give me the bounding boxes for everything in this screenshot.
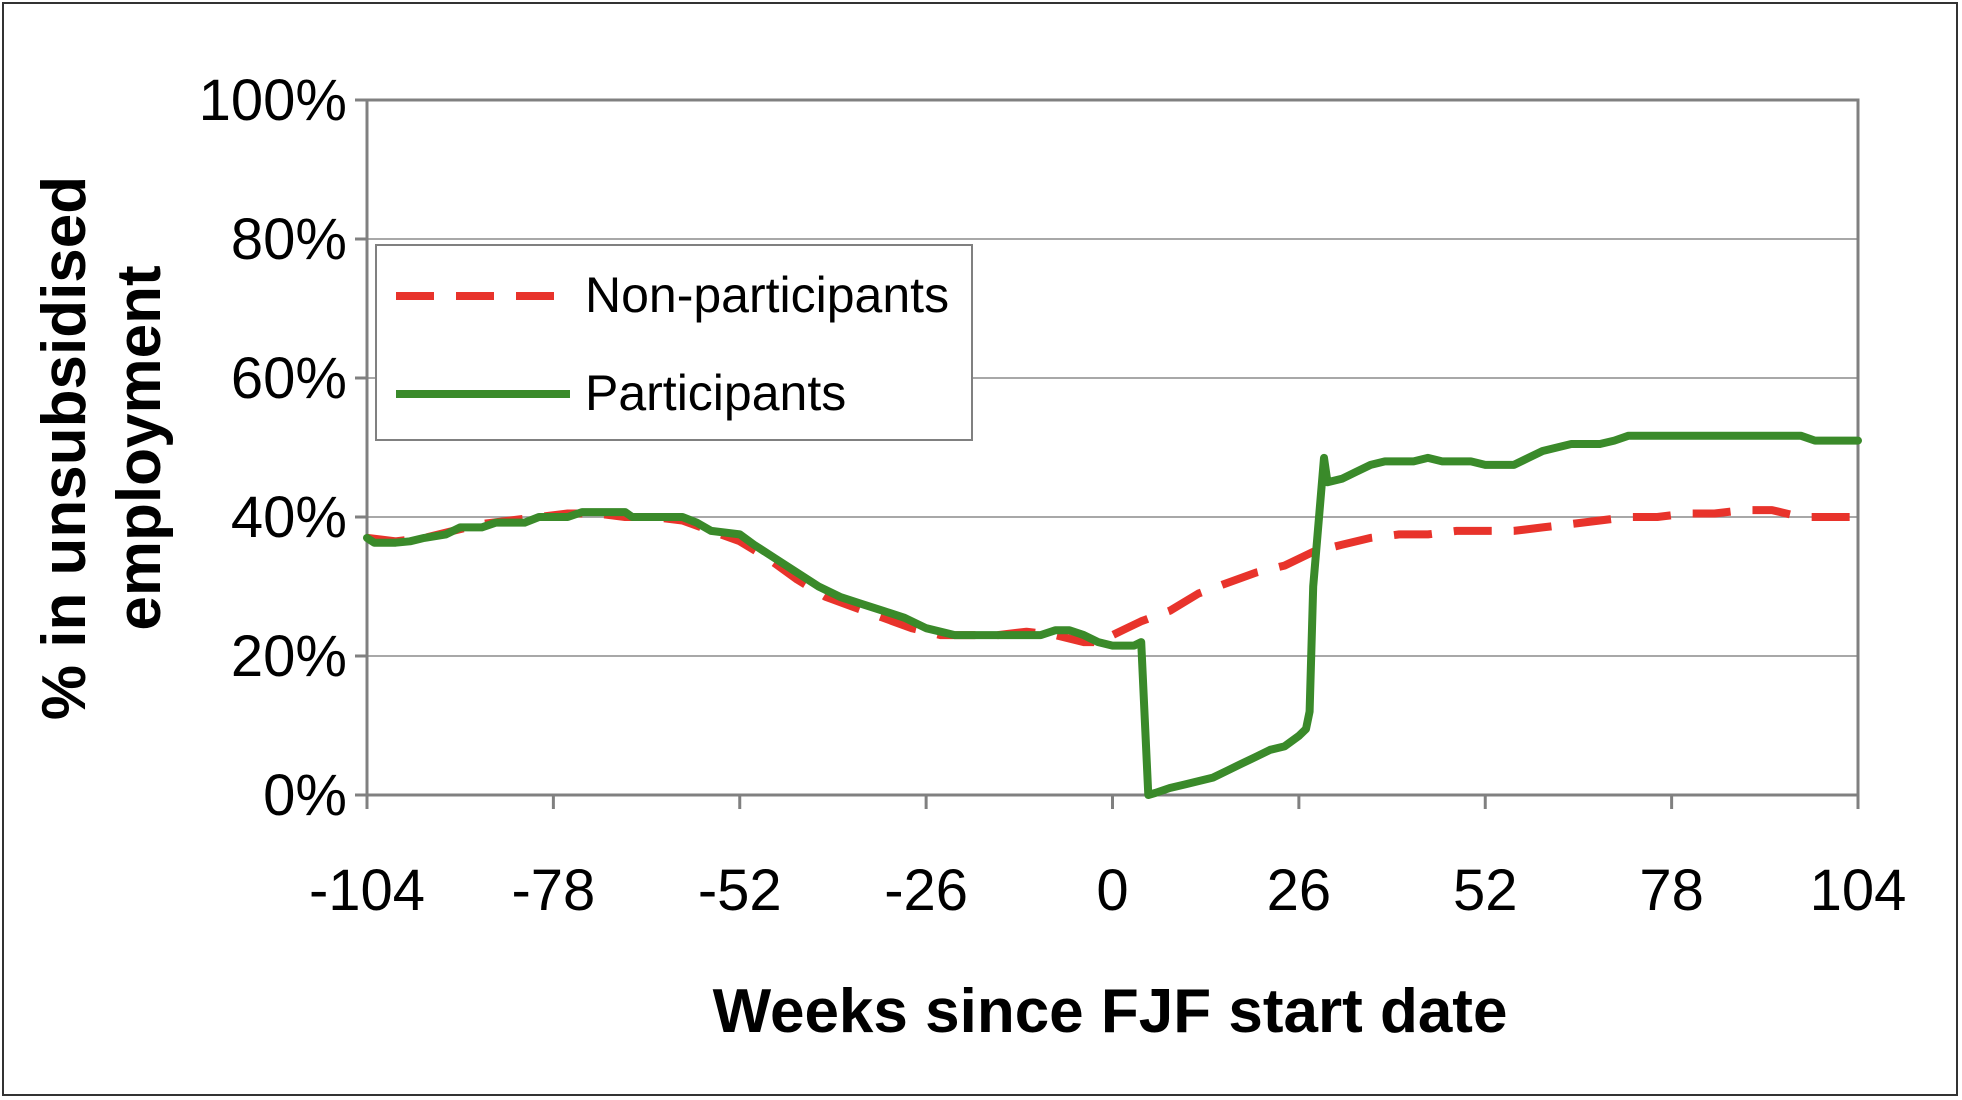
x-tick-label: 78: [1639, 858, 1704, 923]
y-axis-title-line2: employment: [105, 265, 174, 630]
y-tick-label: 0%: [263, 763, 347, 828]
x-axis-title: Weeks since FJF start date: [713, 977, 1508, 1046]
y-axis: 0% 20% 40% 60% 80% 100%: [199, 68, 367, 828]
x-tick-label: 0: [1096, 858, 1128, 923]
x-tick-label: 104: [1810, 858, 1907, 923]
legend-label-non-participants: Non-participants: [585, 267, 949, 323]
x-tick-label: -78: [511, 858, 595, 923]
series-line-non-participants: [366, 506, 1858, 647]
y-tick-label: 60%: [231, 346, 347, 411]
x-tick-label: -26: [884, 858, 968, 923]
legend-label-participants: Participants: [585, 365, 846, 421]
legend: Non-participants Participants: [375, 244, 973, 441]
x-tick-label: 26: [1267, 858, 1332, 923]
series-lines: [363, 431, 1862, 799]
x-tick-label: -52: [698, 858, 782, 923]
x-tick-label: -104: [309, 858, 425, 923]
plot-area: [365, 98, 1860, 797]
y-axis-title-line1: % in unsubsidised: [30, 176, 99, 720]
x-axis: -104 -78 -52 -26 0 26 52 78 104: [309, 795, 1906, 923]
y-tick-label: 100%: [199, 68, 347, 133]
x-tick-label: 52: [1453, 858, 1518, 923]
legend-box: [375, 244, 973, 441]
y-tick-label: 40%: [231, 485, 347, 550]
y-tick-label: 20%: [231, 624, 347, 689]
y-tick-label: 80%: [231, 207, 347, 272]
series-line-participants: [363, 431, 1862, 799]
